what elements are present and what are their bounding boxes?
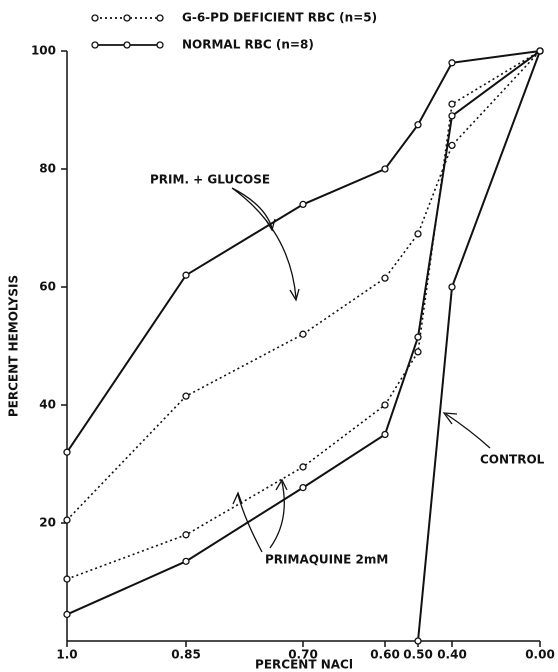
marker bbox=[381, 430, 389, 439]
x-tick-label: 0.00 bbox=[525, 648, 555, 662]
marker bbox=[381, 274, 389, 282]
marker bbox=[414, 121, 422, 129]
marker bbox=[414, 637, 422, 645]
x-tick-label: 0.40 bbox=[437, 648, 467, 662]
marker bbox=[182, 557, 190, 565]
legend-marker bbox=[91, 41, 99, 49]
marker bbox=[414, 348, 422, 356]
marker bbox=[448, 141, 456, 150]
arrow bbox=[237, 481, 285, 553]
arrowhead bbox=[442, 412, 458, 425]
marker bbox=[448, 100, 456, 108]
line bbox=[66, 50, 541, 580]
marker bbox=[414, 333, 422, 341]
x-tick-label: 0.70 bbox=[288, 648, 318, 662]
marker bbox=[414, 230, 422, 238]
legend-marker bbox=[156, 14, 164, 22]
arrow bbox=[231, 187, 297, 299]
marker bbox=[182, 392, 190, 400]
y-tick-label: 40 bbox=[39, 398, 56, 412]
x-axis-label: PERCENT NACl bbox=[255, 658, 353, 672]
x-tick-label: 0.50 bbox=[403, 648, 433, 662]
marker bbox=[448, 59, 456, 67]
y-axis-label: PERCENT HEMOLYSIS bbox=[7, 275, 21, 417]
legend-marker bbox=[123, 41, 131, 49]
y-tick-label: 20 bbox=[39, 516, 56, 530]
marker bbox=[63, 516, 71, 524]
marker bbox=[63, 448, 71, 456]
marker bbox=[448, 112, 456, 120]
legend-marker bbox=[156, 41, 164, 49]
x-tick-label: 1.0 bbox=[56, 648, 77, 662]
marker bbox=[299, 463, 307, 471]
line bbox=[66, 50, 541, 521]
legend-label: G-6-PD DEFICIENT RBC (n=5) bbox=[182, 11, 377, 25]
annotation: CONTROL bbox=[480, 453, 545, 467]
legend-label: NORMAL RBC (n=8) bbox=[182, 38, 314, 52]
line bbox=[66, 50, 541, 453]
y-tick-label: 60 bbox=[39, 280, 56, 294]
legend-marker bbox=[123, 14, 131, 22]
marker bbox=[448, 283, 456, 291]
line bbox=[417, 50, 541, 642]
marker bbox=[381, 165, 389, 173]
arrowhead bbox=[265, 218, 300, 302]
marker bbox=[299, 330, 307, 338]
annotation: PRIM. + GLUCOSE bbox=[150, 173, 270, 187]
marker bbox=[63, 575, 71, 583]
marker bbox=[381, 401, 389, 409]
arrow bbox=[445, 413, 491, 449]
marker bbox=[536, 47, 544, 55]
marker bbox=[299, 200, 307, 209]
marker bbox=[182, 271, 190, 279]
legend-marker bbox=[91, 14, 99, 22]
arrowhead bbox=[232, 478, 288, 505]
marker bbox=[63, 610, 71, 619]
y-tick-label: 80 bbox=[39, 162, 56, 176]
marker bbox=[182, 531, 190, 539]
annotation: PRIMAQUINE 2mM bbox=[265, 553, 388, 567]
x-tick-label: 0.85 bbox=[171, 648, 201, 662]
marker bbox=[299, 483, 307, 492]
x-tick-label: 0.60 bbox=[370, 648, 400, 662]
y-tick-label: 100 bbox=[31, 44, 56, 58]
